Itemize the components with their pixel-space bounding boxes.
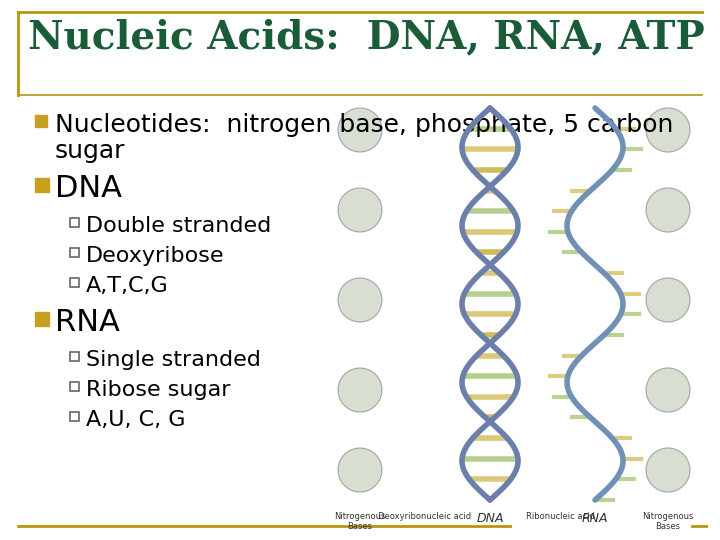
Text: sugar: sugar	[55, 139, 125, 163]
Bar	[35, 178, 49, 192]
Circle shape	[646, 368, 690, 412]
Text: Deoxyribonucleic acid: Deoxyribonucleic acid	[379, 512, 472, 521]
Bar	[70, 218, 79, 227]
Circle shape	[646, 108, 690, 152]
Circle shape	[646, 278, 690, 322]
Text: A,T,C,G: A,T,C,G	[86, 276, 168, 296]
Circle shape	[338, 448, 382, 492]
Circle shape	[338, 188, 382, 232]
Bar	[70, 352, 79, 361]
Circle shape	[338, 108, 382, 152]
Text: Ribonucleic acid: Ribonucleic acid	[526, 512, 595, 521]
Text: DNA: DNA	[476, 512, 504, 525]
Bar	[70, 248, 79, 257]
Bar	[70, 382, 79, 391]
Text: RNA: RNA	[582, 512, 608, 525]
Circle shape	[646, 188, 690, 232]
Circle shape	[338, 368, 382, 412]
Text: Deoxyribose: Deoxyribose	[86, 246, 225, 266]
Bar	[35, 115, 47, 127]
Circle shape	[338, 278, 382, 322]
Bar	[35, 312, 49, 326]
Text: Nucleotides:  nitrogen base, phosphate, 5 carbon: Nucleotides: nitrogen base, phosphate, 5…	[55, 113, 673, 137]
Text: Ribose sugar: Ribose sugar	[86, 380, 230, 400]
Text: DNA: DNA	[55, 174, 122, 203]
Bar	[70, 278, 79, 287]
Bar	[70, 412, 79, 421]
Text: Nitrogenous
Bases: Nitrogenous Bases	[642, 512, 693, 531]
Text: RNA: RNA	[55, 308, 120, 337]
Text: Nitrogenous
Bases: Nitrogenous Bases	[334, 512, 386, 531]
Text: Double stranded: Double stranded	[86, 216, 271, 236]
Text: Single stranded: Single stranded	[86, 350, 261, 370]
Text: Nucleic Acids:  DNA, RNA, ATP: Nucleic Acids: DNA, RNA, ATP	[28, 18, 705, 56]
Circle shape	[646, 448, 690, 492]
Text: A,U, C, G: A,U, C, G	[86, 410, 186, 430]
